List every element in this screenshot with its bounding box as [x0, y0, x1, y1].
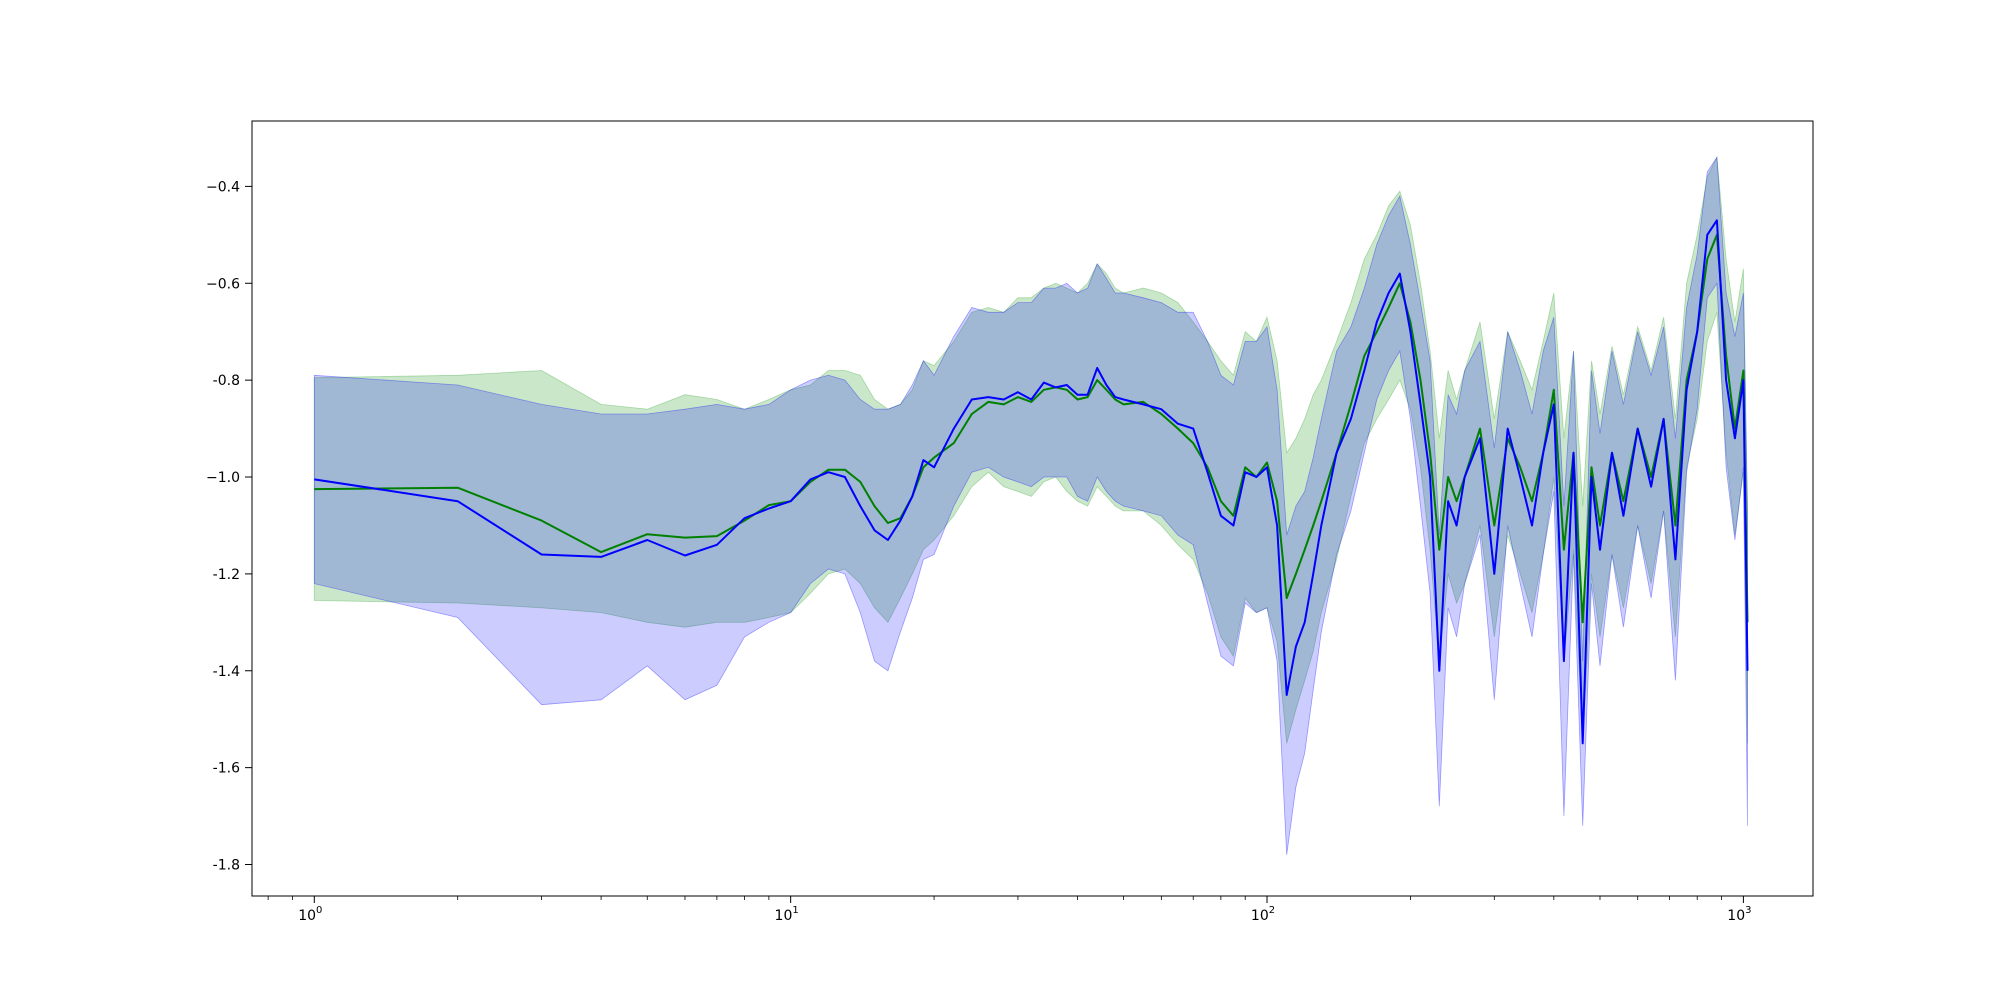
x-tick-label: 103	[1727, 905, 1751, 924]
y-tick-label: −0.6	[206, 276, 240, 292]
y-tick-label: -0.8	[213, 373, 240, 389]
series-lines	[314, 219, 1749, 745]
series-1-line	[314, 219, 1749, 745]
confidence-bands	[313, 155, 1748, 855]
x-tick-label: 102	[1251, 905, 1275, 924]
x-tick-exponent: 0	[316, 905, 322, 916]
y-tick-label: −0.4	[206, 179, 240, 195]
plot-frame	[251, 120, 1814, 897]
y-tick-label: -1.6	[213, 761, 240, 777]
x-tick-exponent: 3	[1745, 905, 1751, 916]
y-tick-label: -1.8	[213, 858, 240, 874]
x-axis: 100 101 102 103	[267, 896, 1751, 924]
y-tick-label: −1.0	[206, 470, 240, 486]
series-1-band	[313, 156, 1748, 855]
y-tick-label: -1.2	[213, 567, 240, 583]
x-tick-label: 100	[298, 905, 322, 924]
y-axis: −0.4 −0.6 -0.8 −1.0 -1.2 -1.4 -1.6 -1.8	[206, 179, 252, 874]
series-0-line	[314, 233, 1749, 624]
y-tick-label: -1.4	[213, 664, 240, 680]
x-tick-exponent: 1	[792, 905, 798, 916]
x-tick-label: 101	[775, 905, 799, 924]
x-tick-exponent: 2	[1269, 905, 1275, 916]
